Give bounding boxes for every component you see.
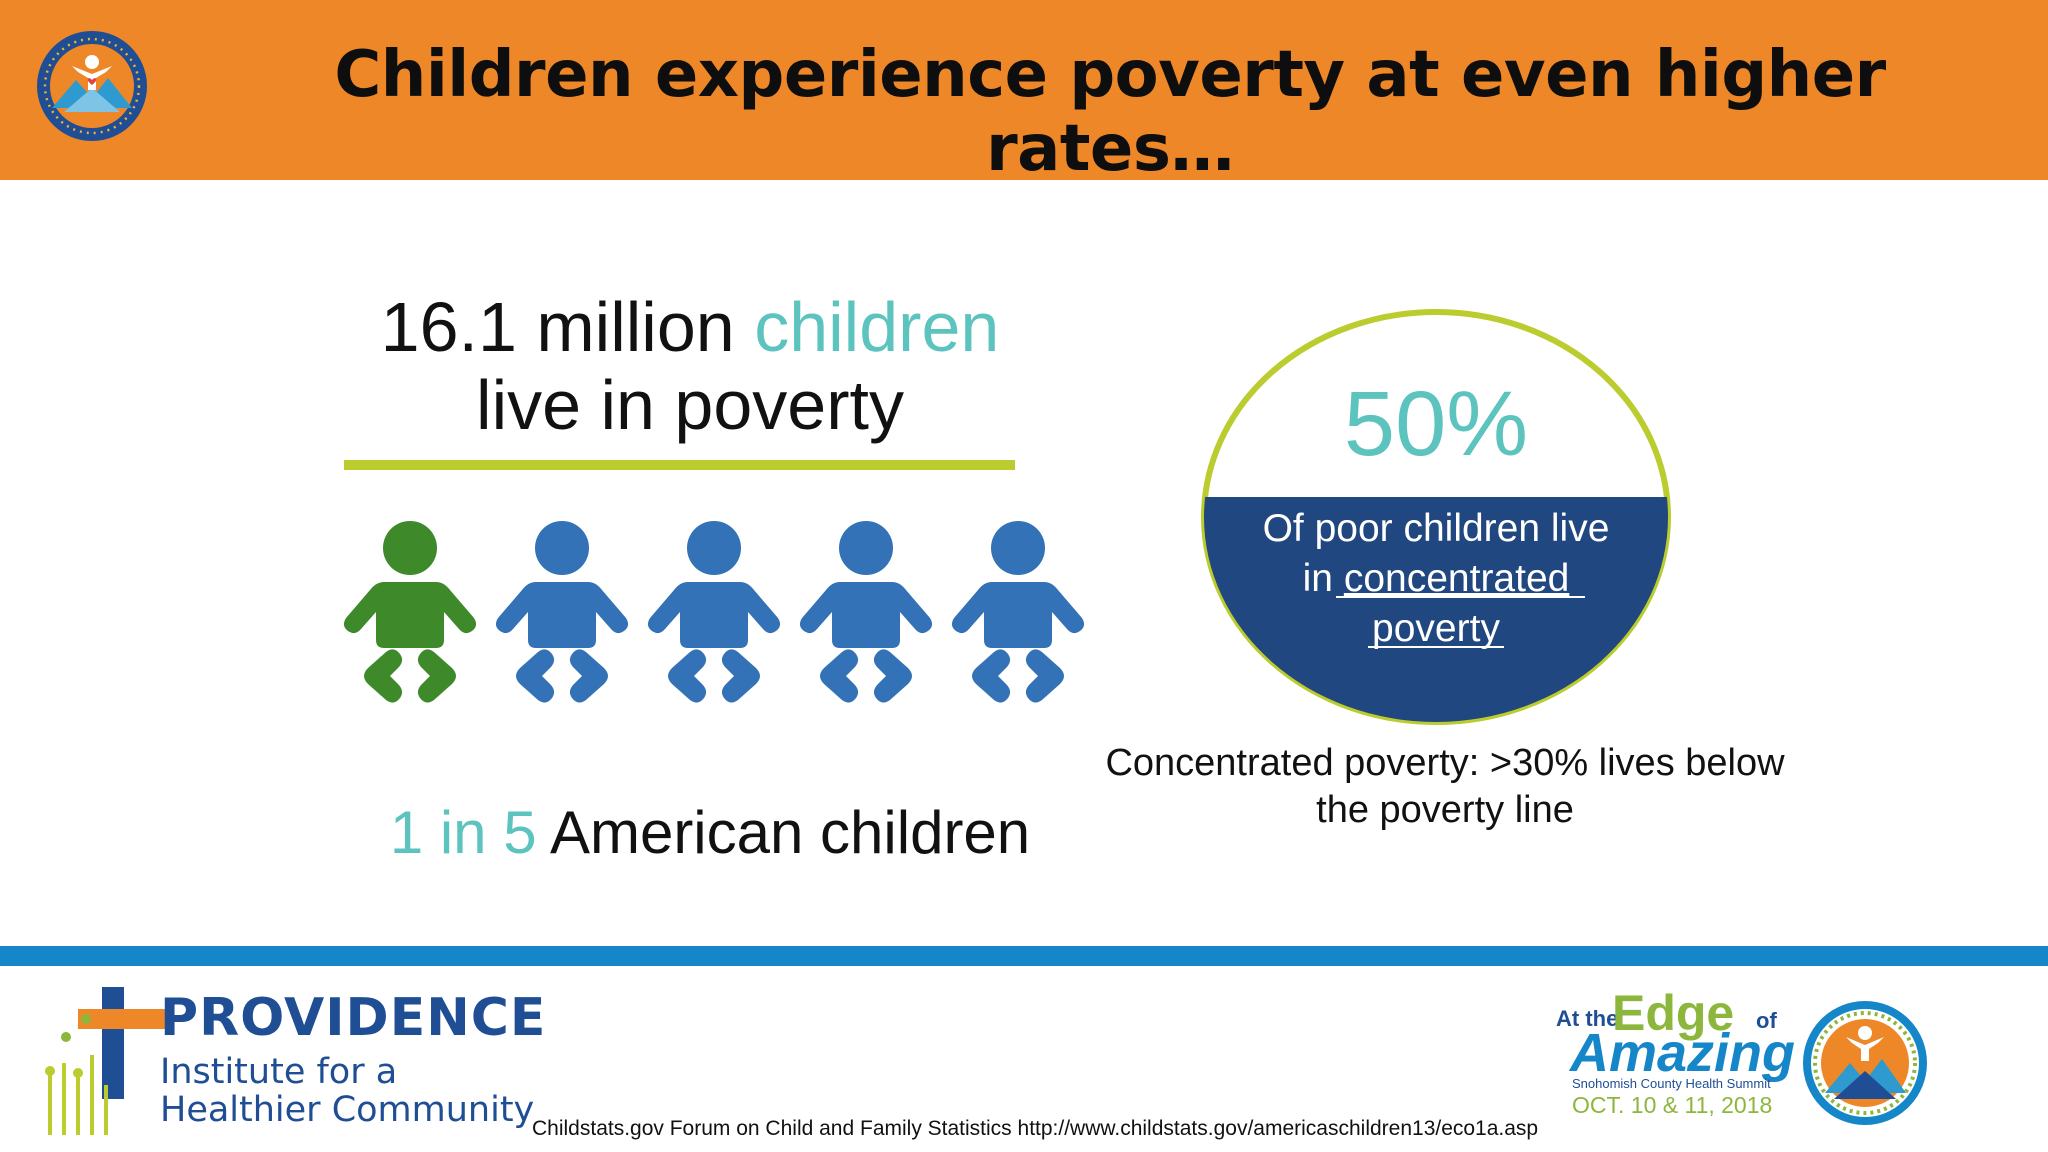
- concentrated-link[interactable]: concentrated: [1344, 557, 1570, 600]
- circle-line-2: in concentrated: [1303, 557, 1570, 600]
- stat-line-1: 16.1 million children: [300, 288, 1080, 366]
- babies-icon-row: [343, 521, 1085, 703]
- baby-icon: [647, 521, 781, 703]
- divider-rule: [344, 460, 1015, 470]
- edge-of-amazing-logo: [1803, 1001, 1927, 1125]
- baby-icon: [799, 521, 933, 703]
- source-citation: Childstats.gov Forum on Child and Family…: [532, 1117, 1539, 1140]
- stat-number: 16.1 million: [380, 288, 735, 366]
- note-line-2: the poverty line: [1316, 789, 1574, 831]
- definition-note: Concentrated poverty: >30% lives below t…: [1060, 740, 1830, 834]
- event-at-text: At the: [1556, 1006, 1619, 1031]
- circle-line-2-prefix: in: [1303, 557, 1344, 600]
- event-summit-text: Snohomish County Health Summit: [1572, 1076, 1771, 1091]
- event-date-text: OCT. 10 & 11, 2018: [1572, 1092, 1773, 1118]
- baby-icon: [951, 521, 1085, 703]
- header-bar: Children experience poverty at even high…: [0, 0, 2048, 186]
- stat-line-2: live in poverty: [476, 366, 904, 444]
- note-line-1: Concentrated poverty: >30% lives below: [1105, 742, 1785, 784]
- providence-subtitle-2: Healthier Community: [160, 1090, 535, 1130]
- ratio-rest: American children: [549, 799, 1031, 866]
- poverty-link[interactable]: poverty: [1372, 607, 1500, 650]
- event-edge-text: Edge: [1612, 985, 1735, 1041]
- baby-icon: [343, 521, 477, 703]
- event-of-text: of: [1756, 1008, 1777, 1033]
- children-poverty-stat: 16.1 million children live in poverty: [300, 288, 1080, 444]
- page-title: Children experience poverty at even high…: [334, 38, 1886, 186]
- providence-name: PROVIDENCE: [160, 988, 547, 1048]
- summit-emblem-icon: [37, 31, 147, 141]
- percent-value: 50%: [1344, 373, 1528, 475]
- ratio-text: 1 in 5 American children: [300, 798, 1120, 867]
- concentrated-poverty-circle: 50% Of poor children live in concentrate…: [1201, 309, 1671, 725]
- baby-icon: [495, 521, 629, 703]
- event-amazing-text: Amazing: [1570, 1023, 1796, 1083]
- providence-subtitle-1: Institute for a: [160, 1052, 398, 1092]
- footer-band: [0, 946, 2048, 966]
- providence-cross-icon: [45, 987, 168, 1135]
- ratio-highlight: 1 in 5: [389, 799, 537, 866]
- circle-line-1: Of poor children live: [1263, 507, 1610, 550]
- stat-highlight-word: children: [754, 288, 1000, 366]
